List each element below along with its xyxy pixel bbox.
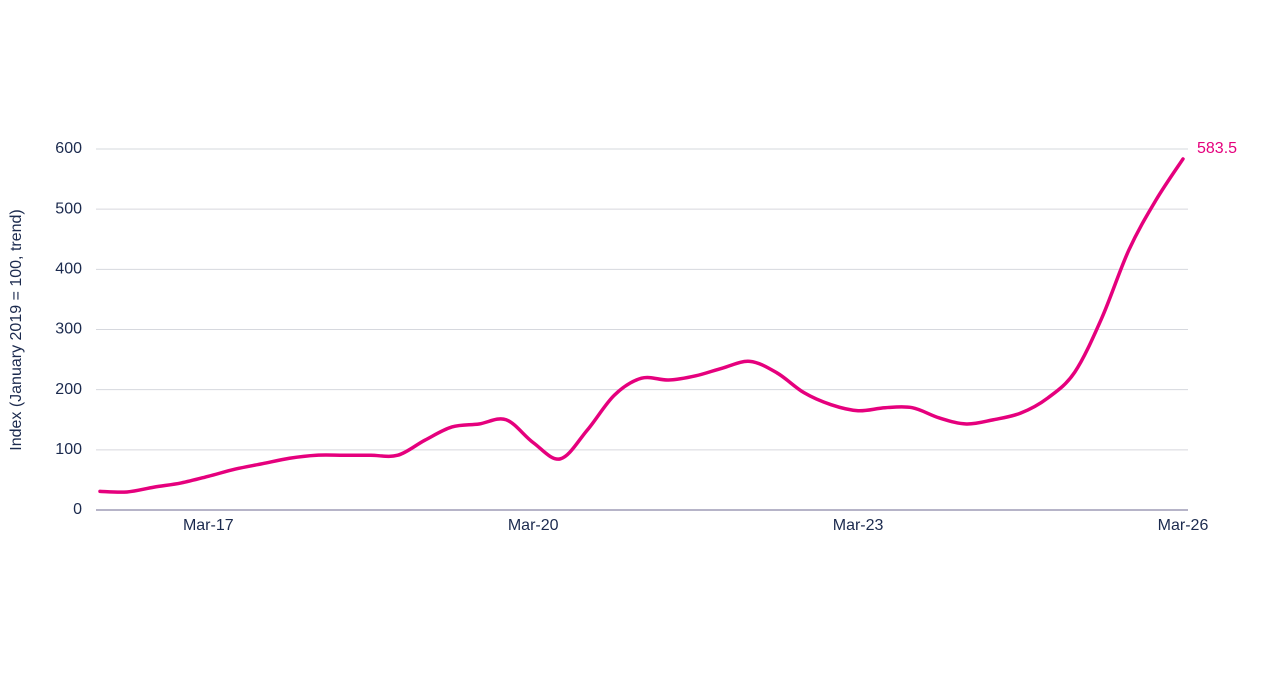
y-axis-label: Index (January 2019 = 100, trend) <box>8 209 25 451</box>
data-label: 583.5 <box>1197 140 1237 157</box>
x-tick-label: Mar-17 <box>183 517 234 534</box>
x-tick-label: Mar-26 <box>1158 517 1209 534</box>
y-tick-label: 500 <box>55 200 82 217</box>
x-tick-label: Mar-23 <box>833 517 884 534</box>
y-tick-label: 0 <box>73 501 82 518</box>
y-tick-label: 400 <box>55 261 82 278</box>
y-tick-label: 300 <box>55 321 82 338</box>
y-tick-label: 600 <box>55 140 82 157</box>
x-tick-label: Mar-20 <box>508 517 559 534</box>
y-tick-label: 100 <box>55 441 82 458</box>
line <box>98 157 1185 494</box>
y-tick-label: 200 <box>55 381 82 398</box>
